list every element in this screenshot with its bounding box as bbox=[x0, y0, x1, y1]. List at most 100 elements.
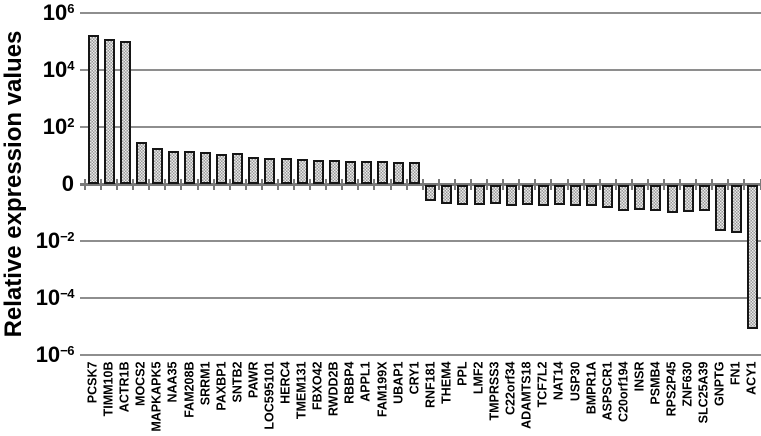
x-axis-label: ACTR1B bbox=[117, 361, 132, 413]
x-axis-tick bbox=[325, 179, 328, 190]
bar bbox=[698, 185, 710, 211]
x-axis-tick bbox=[534, 179, 537, 190]
x-axis-tick bbox=[711, 179, 714, 190]
x-axis-label: TMEM131 bbox=[294, 361, 309, 420]
bar bbox=[521, 185, 533, 205]
x-axis-label: SLC25A39 bbox=[696, 361, 711, 424]
bar bbox=[425, 185, 437, 201]
bar bbox=[296, 159, 308, 184]
x-axis-tick bbox=[83, 179, 86, 190]
x-axis-tick bbox=[405, 179, 408, 190]
gridline bbox=[80, 12, 761, 14]
y-tick-label: 102 bbox=[42, 114, 75, 139]
x-axis-tick bbox=[228, 179, 231, 190]
x-axis-label: TMPRSS3 bbox=[487, 361, 502, 421]
x-axis-tick bbox=[164, 179, 167, 190]
y-tick-label: 106 bbox=[42, 0, 75, 25]
x-axis-label: BMPR1A bbox=[584, 361, 599, 415]
bar bbox=[730, 185, 742, 233]
x-axis-tick bbox=[630, 179, 633, 190]
bar bbox=[200, 152, 212, 184]
x-axis-tick bbox=[276, 179, 279, 190]
bar bbox=[682, 185, 694, 213]
bar bbox=[553, 185, 565, 206]
bar bbox=[119, 40, 131, 184]
gridline bbox=[80, 354, 761, 356]
bar bbox=[409, 162, 421, 184]
bar bbox=[151, 148, 163, 184]
x-axis-tick bbox=[502, 179, 505, 190]
bar bbox=[570, 185, 582, 207]
bar bbox=[714, 185, 726, 231]
gridline bbox=[80, 297, 761, 299]
bar bbox=[489, 185, 501, 205]
y-tick-label: 10−6 bbox=[35, 342, 75, 367]
y-tick-label: 10−2 bbox=[35, 228, 75, 253]
x-axis-label: NAA35 bbox=[165, 361, 180, 403]
x-axis-label: SNTB2 bbox=[230, 361, 245, 403]
x-axis-label: PPL bbox=[455, 361, 470, 386]
bar bbox=[87, 34, 99, 184]
x-axis-label: UBAP1 bbox=[391, 361, 406, 404]
x-axis-tick bbox=[695, 179, 698, 190]
x-axis-tick bbox=[518, 179, 521, 190]
x-axis-tick bbox=[486, 179, 489, 190]
x-axis-label: SRRM1 bbox=[198, 361, 213, 406]
x-axis-label: RWDD2B bbox=[326, 361, 341, 417]
x-axis-label: ACY1 bbox=[744, 361, 759, 395]
bar bbox=[393, 162, 405, 184]
x-axis-label: THEM4 bbox=[439, 361, 454, 404]
x-axis-label: USP30 bbox=[568, 361, 583, 402]
bar bbox=[232, 152, 244, 184]
x-axis-tick bbox=[116, 179, 119, 190]
x-axis-label: RBBP4 bbox=[342, 361, 357, 404]
x-axis-tick bbox=[437, 179, 440, 190]
bar bbox=[184, 150, 195, 184]
bar bbox=[312, 160, 324, 184]
x-axis-tick bbox=[453, 179, 456, 190]
x-axis-tick bbox=[614, 179, 617, 190]
x-axis-label: PAXBP1 bbox=[214, 361, 229, 411]
x-axis-tick bbox=[341, 179, 344, 190]
bar bbox=[650, 185, 662, 212]
y-tick-label: 104 bbox=[42, 57, 75, 82]
x-axis-tick bbox=[180, 179, 183, 190]
bar bbox=[537, 185, 549, 206]
x-axis-tick bbox=[389, 179, 392, 190]
y-tick-label: 10−4 bbox=[35, 285, 75, 310]
x-axis-label: LMF2 bbox=[471, 361, 486, 395]
x-axis-label: GNPTG bbox=[712, 361, 727, 406]
bar bbox=[441, 185, 453, 204]
x-axis-label: PSMB4 bbox=[648, 361, 663, 405]
x-axis-tick bbox=[212, 179, 215, 190]
bar bbox=[666, 185, 678, 213]
bar bbox=[135, 141, 147, 184]
gridline bbox=[80, 240, 761, 242]
bar bbox=[103, 38, 115, 184]
zero-baseline bbox=[80, 183, 761, 186]
x-axis-label: TIMM10B bbox=[101, 361, 116, 417]
bar bbox=[167, 150, 179, 184]
x-axis-label: C20orf194 bbox=[616, 361, 631, 422]
x-axis-tick bbox=[743, 179, 746, 190]
x-axis-tick bbox=[309, 179, 312, 190]
x-axis-tick bbox=[100, 179, 103, 190]
bar bbox=[264, 157, 276, 184]
bar bbox=[505, 185, 517, 207]
x-axis-tick bbox=[357, 179, 360, 190]
bar bbox=[328, 160, 340, 184]
x-axis-label: ASPSCR1 bbox=[600, 361, 615, 421]
bar bbox=[746, 185, 758, 329]
x-axis-tick bbox=[727, 179, 730, 190]
x-axis-label: RPS2P45 bbox=[664, 361, 679, 417]
gridline bbox=[80, 69, 761, 71]
x-axis-tick bbox=[759, 179, 761, 190]
x-axis-tick bbox=[469, 179, 472, 190]
x-axis-label: FAM199X bbox=[375, 361, 390, 418]
x-axis-tick bbox=[373, 179, 376, 190]
x-axis-tick bbox=[132, 179, 135, 190]
x-axis-label: TCF7L2 bbox=[535, 361, 550, 408]
bar bbox=[360, 160, 372, 184]
x-axis-tick bbox=[663, 179, 666, 190]
x-axis-tick bbox=[260, 179, 263, 190]
